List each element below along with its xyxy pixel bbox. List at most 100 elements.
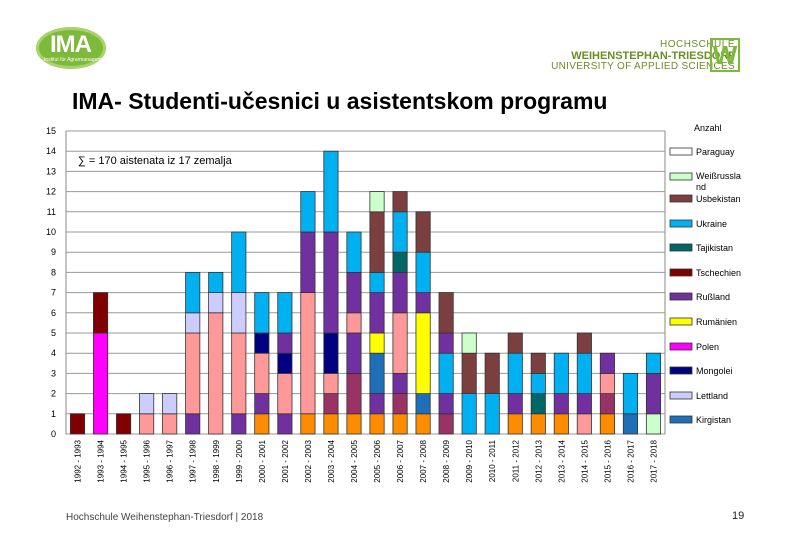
bar-segment (346, 312, 362, 334)
legend-label: Paraguay (696, 147, 735, 157)
x-tick-label: 2000 - 2001 (258, 439, 267, 482)
ima-logo: IMA Institut für Agrarmanagement (36, 27, 109, 69)
chart-bars (69, 150, 662, 435)
x-tick-label: 2016 - 2017 (626, 439, 635, 482)
bar-segment (461, 393, 477, 435)
slide-title: IMA- Studenti-učesnici u asistentskom pr… (72, 88, 608, 114)
x-tick-label: 2012 - 2013 (534, 439, 543, 482)
bar-segment (599, 352, 615, 374)
x-tick-label: 2010 - 2011 (488, 439, 497, 482)
bar-segment (530, 393, 546, 415)
bar-segment (231, 231, 247, 293)
bar-segment (162, 413, 178, 435)
bar-segment (116, 413, 132, 435)
bar-segment (300, 231, 316, 293)
bar-segment (392, 312, 408, 374)
bar-segment (231, 413, 247, 435)
bar-segment (346, 413, 362, 435)
bar-segment (392, 191, 408, 213)
page-number: 19 (732, 510, 745, 522)
bar-segment (461, 332, 477, 354)
x-tick-label: 1998 - 1999 (212, 439, 221, 482)
y-tick-label: 14 (46, 146, 56, 156)
bar-segment (507, 352, 523, 395)
bar-segment (254, 332, 270, 354)
bar-segment (415, 211, 431, 253)
x-tick-label: 2006 - 2007 (396, 439, 405, 482)
legend-label: Rumänien (696, 317, 737, 327)
bar-segment (415, 292, 431, 314)
y-tick-label: 2 (51, 389, 56, 399)
bar-segment (438, 393, 454, 415)
legend-swatch (669, 317, 693, 326)
bar-segment (277, 332, 293, 354)
y-tick-label: 1 (51, 409, 56, 419)
y-tick-label: 11 (47, 207, 56, 217)
bar-segment (392, 271, 408, 314)
bar-segment (576, 332, 592, 354)
bar-segment (231, 332, 247, 415)
bar-segment (484, 352, 500, 395)
bar-segment (507, 332, 523, 354)
legend-label: Tajikistan (696, 243, 733, 253)
x-tick-label: 1997 - 1998 (189, 439, 198, 482)
logo-text: IMA (50, 31, 92, 58)
legend-swatch (669, 172, 693, 181)
x-tick-label: 2015 - 2016 (603, 439, 612, 482)
x-tick-label: 1999 - 2000 (235, 439, 244, 482)
x-tick-label: 2007 - 2008 (419, 439, 428, 482)
y-tick-label: 4 (51, 348, 56, 358)
bar-segment (576, 352, 592, 395)
bar-segment (645, 352, 662, 374)
bar-segment (599, 393, 615, 415)
bar-segment (576, 413, 592, 435)
bar-segment (277, 352, 293, 374)
bar-segment (231, 292, 247, 334)
bar-segment (369, 211, 385, 273)
bar-segment (346, 372, 362, 415)
bar-segment (369, 271, 385, 293)
legend-swatch (669, 147, 693, 156)
chart-legend: Paraguay Weißrussla nd Usbekistan Ukraine Taj… (669, 147, 741, 425)
bar-segment (323, 332, 339, 374)
bar-segment (185, 413, 201, 435)
bar-segment (254, 292, 270, 334)
legend-label: Usbekistan (696, 194, 741, 204)
bar-segment (415, 413, 431, 435)
x-tick-label: 1994 - 1995 (120, 439, 129, 482)
bar-segment (576, 393, 592, 415)
bar-segment (392, 251, 408, 273)
legend-swatch (669, 391, 693, 400)
university-logo-mark: W (710, 38, 740, 72)
legend-swatch (669, 366, 693, 375)
bar-segment (622, 372, 638, 415)
bar-segment (438, 292, 454, 334)
legend-swatch (669, 342, 693, 351)
bar-segment (369, 292, 385, 334)
bar-segment (530, 372, 546, 394)
bar-segment (484, 393, 500, 435)
x-tick-label: 2014 - 2015 (580, 439, 589, 482)
bar-segment (346, 332, 362, 374)
bar-segment (507, 393, 523, 415)
bar-segment (599, 413, 615, 435)
legend-label: Mongolei (696, 366, 733, 376)
bar-segment (139, 393, 155, 415)
bar-segment (530, 352, 546, 374)
hs-line-3: UNIVERSITY OF APPLIED SCIENCES (551, 61, 735, 73)
bar-segment (93, 332, 109, 435)
university-name: HOCHSCHULE WEIHENSTEPHAN-TRIESDORF UNIVE… (551, 39, 735, 73)
bar-segment (323, 413, 339, 435)
bar-segment (254, 393, 270, 415)
legend-swatch (669, 243, 693, 252)
legend-title: Anzahl (694, 123, 722, 133)
bar-segment (208, 271, 224, 293)
bar-segment (369, 332, 385, 354)
x-tick-label: 1995 - 1996 (143, 439, 152, 482)
bar-segment (277, 413, 293, 435)
x-tick-label: 2005 - 2006 (373, 439, 382, 482)
bar-segment (645, 413, 662, 435)
logo-subtext: Institut für Agrarmanagement (44, 57, 109, 63)
y-tick-label: 3 (51, 368, 56, 378)
